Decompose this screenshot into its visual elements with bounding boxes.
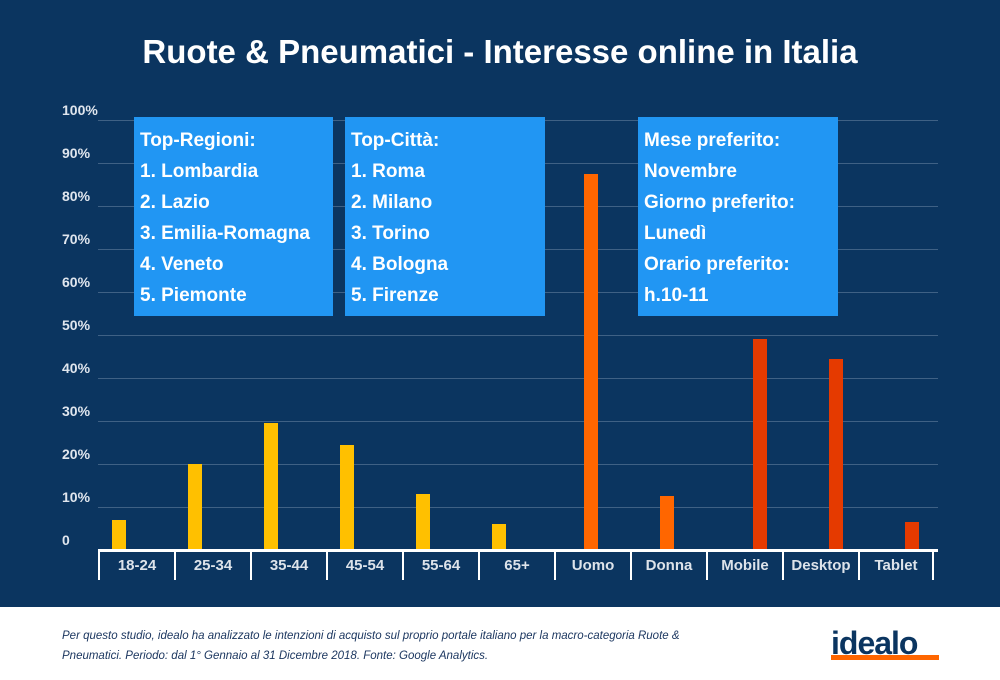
y-tick-label: 100% bbox=[62, 102, 98, 118]
x-tick-label: 35-44 bbox=[250, 552, 326, 580]
box-line: 4. Veneto bbox=[140, 254, 224, 275]
y-tick-label: 60% bbox=[62, 274, 91, 290]
gridline bbox=[98, 421, 938, 422]
x-axis bbox=[98, 549, 938, 552]
bar-Tablet bbox=[905, 522, 919, 550]
bar-35-44 bbox=[264, 423, 278, 550]
bar-Uomo bbox=[584, 173, 598, 550]
box-line: 4. Bologna bbox=[351, 254, 449, 275]
bar-45-54 bbox=[340, 444, 354, 550]
box-line: h.10-11 bbox=[644, 285, 709, 306]
x-tick-label: 45-54 bbox=[326, 552, 402, 580]
box-line: 1. Lombardia bbox=[140, 161, 259, 182]
y-tick-label: 20% bbox=[62, 446, 91, 462]
bar-18-24 bbox=[112, 519, 126, 550]
gridline bbox=[98, 464, 938, 465]
y-tick-label: 70% bbox=[62, 231, 91, 247]
y-tick-label: 80% bbox=[62, 188, 91, 204]
box-line: Mese preferito: bbox=[644, 130, 781, 151]
x-tick-label: Uomo bbox=[554, 552, 630, 580]
bar-65+ bbox=[492, 524, 506, 550]
box-line: Lunedì bbox=[644, 223, 707, 244]
x-tick-label: Desktop bbox=[782, 552, 858, 580]
footer-note: Per questo studio, idealo ha analizzato … bbox=[62, 630, 680, 662]
y-tick-label: 90% bbox=[62, 145, 91, 161]
y-tick-label: 0 bbox=[62, 532, 70, 548]
gridline bbox=[98, 335, 938, 336]
x-tick-label: 18-24 bbox=[98, 552, 174, 580]
box-line: 2. Lazio bbox=[140, 192, 210, 213]
y-tick-label: 40% bbox=[62, 360, 91, 376]
x-tick-label: 65+ bbox=[478, 552, 554, 580]
bar-25-34 bbox=[188, 464, 202, 550]
box-line: Top-Regioni: bbox=[140, 130, 256, 151]
bar-55-64 bbox=[416, 494, 430, 550]
bar-Donna bbox=[660, 496, 674, 550]
preferred-time-box: Mese preferito: Novembre Giorno preferito:… bbox=[638, 117, 838, 316]
box-line: 5. Firenze bbox=[351, 285, 439, 306]
x-tick-label: 55-64 bbox=[402, 552, 478, 580]
x-tick-label: 25-34 bbox=[174, 552, 250, 580]
x-tick-label: Tablet bbox=[858, 552, 934, 580]
gridline bbox=[98, 378, 938, 379]
bar-Desktop bbox=[829, 358, 843, 550]
top-cities-box: Top-Città: 1. Roma 2. Milano 3. Torino 4. Bo… bbox=[345, 117, 545, 316]
y-tick-label: 10% bbox=[62, 489, 91, 505]
bar-Mobile bbox=[753, 339, 767, 550]
box-line: 3. Emilia-Romagna bbox=[140, 223, 310, 244]
y-tick-label: 50% bbox=[62, 317, 91, 333]
x-tick-label: Mobile bbox=[706, 552, 782, 580]
box-line: 5. Piemonte bbox=[140, 285, 247, 306]
chart-title: Ruote & Pneumatici - Interesse online in… bbox=[142, 33, 858, 70]
chart-area: Ruote & Pneumatici - Interesse online in… bbox=[0, 0, 1000, 607]
box-line: 1. Roma bbox=[351, 161, 425, 182]
box-line: Giorno preferito: bbox=[644, 192, 795, 213]
box-line: 3. Torino bbox=[351, 223, 430, 244]
y-tick-label: 30% bbox=[62, 403, 91, 419]
logo-underline bbox=[831, 655, 939, 660]
box-line: 2. Milano bbox=[351, 192, 433, 213]
top-regions-box: Top-Regioni: 1. Lombardia 2. Lazio 3. Emili… bbox=[134, 117, 333, 316]
box-line: Top-Città: bbox=[351, 130, 440, 151]
box-line: Orario preferito: bbox=[644, 254, 790, 275]
gridline bbox=[98, 507, 938, 508]
box-line: Novembre bbox=[644, 161, 737, 182]
x-tick-label: Donna bbox=[630, 552, 706, 580]
